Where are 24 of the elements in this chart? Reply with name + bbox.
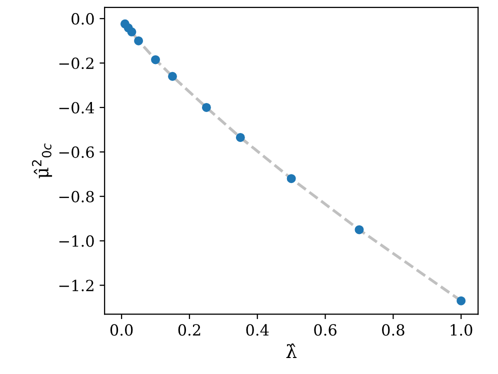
x-tick-label: 0.2: [178, 324, 200, 336]
y-tick-label: 0.0: [72, 13, 94, 25]
x-tick-label: 0.4: [246, 324, 269, 336]
point: [202, 102, 211, 112]
point: [236, 132, 245, 142]
point: [168, 72, 177, 81]
x-tick-label: 0.0: [110, 324, 133, 336]
x-tick-label: 1.0: [450, 324, 472, 336]
point: [456, 296, 466, 306]
x-axis-title: λ̂: [286, 344, 297, 358]
point: [127, 27, 136, 36]
point: [354, 225, 364, 234]
x-tick-label: 0.6: [314, 324, 336, 336]
y-tick-label: −1.2: [59, 280, 94, 292]
point: [151, 55, 160, 64]
y-tick-label: −1.0: [59, 235, 94, 247]
y-tick-label: −0.2: [59, 58, 94, 70]
y-tick-label: −0.8: [59, 190, 94, 202]
y-tick-label: −0.6: [59, 146, 94, 158]
point: [134, 36, 144, 46]
y-tick-label: −0.4: [59, 102, 94, 114]
y-axis-title: μ̂$^{2}$$_{0c}$: [32, 143, 52, 178]
x-tick-label: 0.8: [382, 324, 404, 336]
point: [286, 174, 296, 184]
